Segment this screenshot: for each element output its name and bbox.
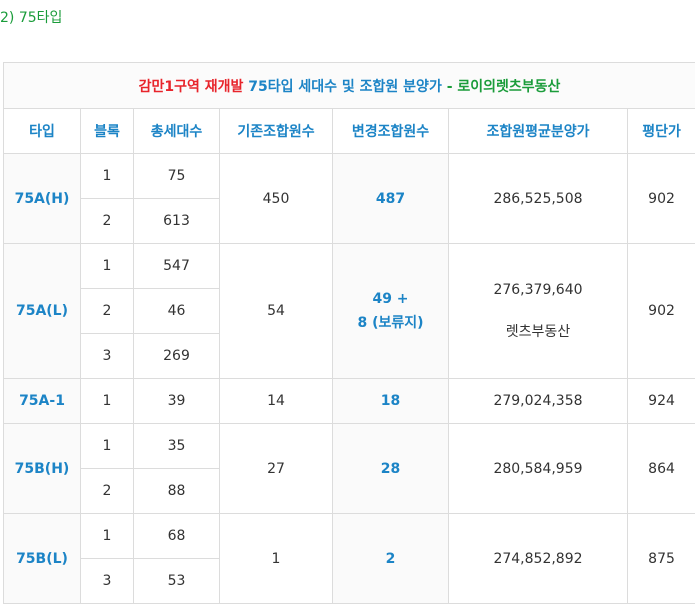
- type-cell: 75A-1: [4, 379, 81, 424]
- units-cell: 46: [134, 289, 220, 334]
- units-cell: 613: [134, 199, 220, 244]
- avg-price-cell: 276,379,640 렛츠부동산: [449, 244, 628, 379]
- table-caption: 감만1구역 재개발 75타입 세대수 및 조합원 분양가 - 로이의렛츠부동산: [4, 63, 695, 109]
- col-header-changed-members: 변경조합원수: [333, 109, 449, 154]
- table-row: 75A-1 1 39 14 18 279,024,358 924: [4, 379, 695, 424]
- changed-members-value: 49 +: [372, 291, 408, 307]
- col-header-type: 타입: [4, 109, 81, 154]
- units-cell: 269: [134, 334, 220, 379]
- block-cell: 3: [81, 334, 134, 379]
- units-cell: 53: [134, 559, 220, 604]
- avg-price-cell: 279,024,358: [449, 379, 628, 424]
- units-cell: 75: [134, 154, 220, 199]
- table-caption-row: 감만1구역 재개발 75타입 세대수 및 조합원 분양가 - 로이의렛츠부동산: [4, 63, 695, 109]
- caption-area: 감만1구역 재개발: [139, 79, 244, 95]
- block-cell: 1: [81, 379, 134, 424]
- avg-price-cell: 286,525,508: [449, 154, 628, 244]
- block-cell: 1: [81, 424, 134, 469]
- existing-members-cell: 54: [220, 244, 333, 379]
- units-cell: 68: [134, 514, 220, 559]
- block-cell: 1: [81, 244, 134, 289]
- units-cell: 39: [134, 379, 220, 424]
- per-pyeong-cell: 924: [628, 379, 695, 424]
- avg-price-cell: 274,852,892: [449, 514, 628, 604]
- block-cell: 1: [81, 154, 134, 199]
- existing-members-cell: 1: [220, 514, 333, 604]
- block-cell: 2: [81, 199, 134, 244]
- changed-members-value: 2: [386, 551, 396, 567]
- per-pyeong-cell: 902: [628, 244, 695, 379]
- per-pyeong-cell: 875: [628, 514, 695, 604]
- table-row: 75A(L) 1 547 54 49 + 8 (보류지) 276,379,640…: [4, 244, 695, 289]
- changed-members-cell: 28: [333, 424, 449, 514]
- block-cell: 1: [81, 514, 134, 559]
- changed-members-reserved: 8 (보류지): [357, 315, 423, 331]
- avg-price-value: 276,379,640: [493, 282, 582, 298]
- changed-members-cell: 49 + 8 (보류지): [333, 244, 449, 379]
- caption-subject: 75타입 세대수 및 조합원 분양가: [248, 79, 442, 95]
- block-cell: 2: [81, 469, 134, 514]
- units-cell: 88: [134, 469, 220, 514]
- unit-price-table: 감만1구역 재개발 75타입 세대수 및 조합원 분양가 - 로이의렛츠부동산 …: [3, 62, 695, 604]
- type-cell: 75B(L): [4, 514, 81, 604]
- per-pyeong-cell: 864: [628, 424, 695, 514]
- watermark-text: 렛츠부동산: [506, 324, 570, 340]
- units-cell: 547: [134, 244, 220, 289]
- col-header-existing-members: 기존조합원수: [220, 109, 333, 154]
- block-cell: 2: [81, 289, 134, 334]
- type-cell: 75A(H): [4, 154, 81, 244]
- type-cell: 75B(H): [4, 424, 81, 514]
- avg-price-cell: 280,584,959: [449, 424, 628, 514]
- existing-members-cell: 27: [220, 424, 333, 514]
- col-header-total-units: 총세대수: [134, 109, 220, 154]
- existing-members-cell: 14: [220, 379, 333, 424]
- table-row: 75B(L) 1 68 1 2 274,852,892 875: [4, 514, 695, 559]
- changed-members-value: 18: [381, 393, 400, 409]
- existing-members-cell: 450: [220, 154, 333, 244]
- col-header-block: 블록: [81, 109, 134, 154]
- table-row: 75A(H) 1 75 450 487 286,525,508 902: [4, 154, 695, 199]
- col-header-avg-price: 조합원평균분양가: [449, 109, 628, 154]
- units-cell: 35: [134, 424, 220, 469]
- changed-members-value: 28: [381, 461, 400, 477]
- changed-members-cell: 487: [333, 154, 449, 244]
- changed-members-cell: 2: [333, 514, 449, 604]
- caption-source: - 로이의렛츠부동산: [447, 79, 561, 95]
- header-row: 타입 블록 총세대수 기존조합원수 변경조합원수 조합원평균분양가 평단가: [4, 109, 695, 154]
- changed-members-cell: 18: [333, 379, 449, 424]
- block-cell: 3: [81, 559, 134, 604]
- per-pyeong-cell: 902: [628, 154, 695, 244]
- type-cell: 75A(L): [4, 244, 81, 379]
- col-header-per-pyeong: 평단가: [628, 109, 695, 154]
- table-row: 75B(H) 1 35 27 28 280,584,959 864: [4, 424, 695, 469]
- section-heading: 2) 75타입: [0, 7, 62, 27]
- changed-members-value: 487: [376, 191, 405, 207]
